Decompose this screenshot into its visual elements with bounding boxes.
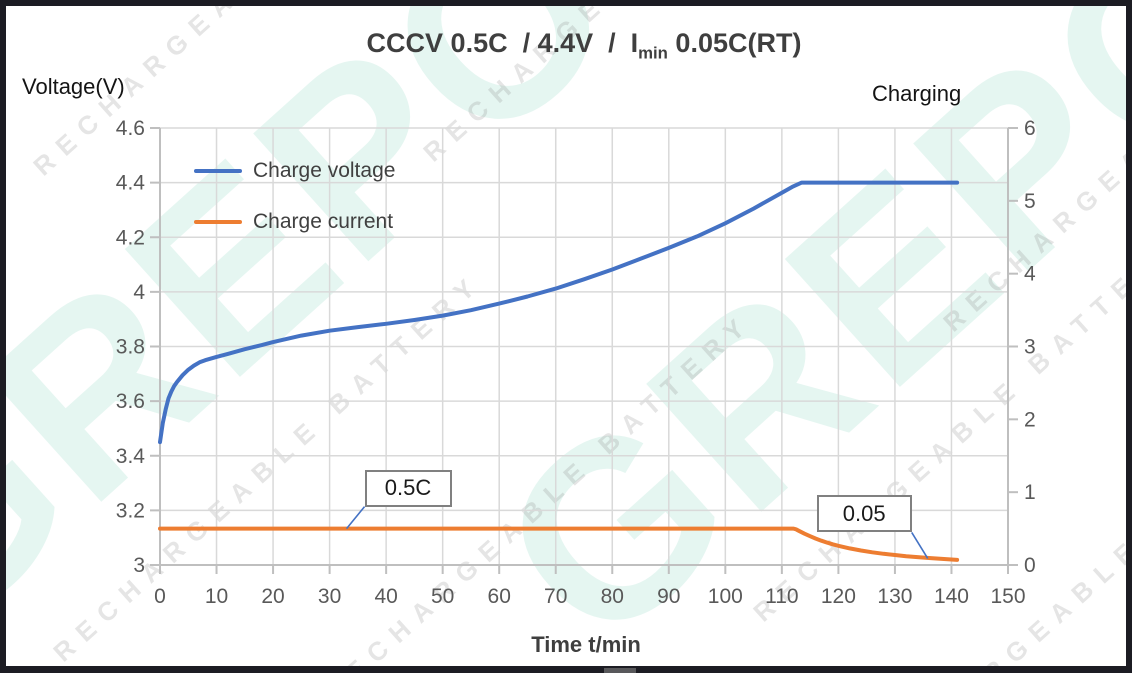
right-axis-tick-label: 3 bbox=[1024, 336, 1036, 359]
legend-label: Charge current bbox=[253, 210, 394, 233]
x-axis-tick-label: 100 bbox=[708, 585, 743, 608]
left-axis-tick-label: 3.4 bbox=[116, 445, 146, 468]
legend: Charge voltage Charge current bbox=[194, 157, 395, 259]
legend-item-charge-voltage: Charge voltage bbox=[194, 157, 395, 185]
right-axis-tick-label: 4 bbox=[1024, 263, 1036, 286]
legend-item-charge-current: Charge current bbox=[194, 208, 395, 236]
gridlines bbox=[159, 127, 1009, 566]
annotation-box-0.05: 0.05 bbox=[816, 495, 912, 533]
cropped-text-fragment bbox=[604, 668, 636, 673]
left-axis-tick-label: 4.2 bbox=[116, 226, 145, 249]
chart-title: CCCV 0.5C / 4.4V / Imin 0.05C(RT) bbox=[36, 28, 1132, 63]
x-axis-tick-label: 70 bbox=[544, 585, 567, 608]
chart-title-subscript: min bbox=[638, 43, 668, 63]
left-axis-tick-label: 3.2 bbox=[116, 499, 145, 522]
right-axis-tick-label: 5 bbox=[1024, 190, 1036, 213]
series-charge-current bbox=[158, 526, 960, 562]
annotation-leader-line bbox=[345, 506, 366, 530]
left-axis-title: Voltage(V) bbox=[22, 74, 125, 99]
right-axis-tick-label: 6 bbox=[1024, 117, 1036, 140]
x-axis-tick-label: 20 bbox=[261, 585, 284, 608]
x-axis-tick-label: 120 bbox=[821, 585, 856, 608]
charge-current-line-swatch bbox=[194, 220, 242, 224]
x-axis-tick-label: 30 bbox=[318, 585, 341, 608]
x-axis-tick-label: 90 bbox=[657, 585, 680, 608]
left-axis-tick-label: 4 bbox=[133, 281, 145, 304]
charge-voltage-line-swatch bbox=[194, 169, 242, 173]
right-axis-title: Charging bbox=[872, 81, 962, 106]
x-axis-tick-label: 80 bbox=[601, 585, 624, 608]
left-axis-tick-label: 4.4 bbox=[116, 172, 146, 195]
right-axis-tick-label: 0 bbox=[1024, 554, 1036, 577]
chart-title-suffix: 0.05C(RT) bbox=[667, 28, 802, 58]
x-axis-tick-label: 150 bbox=[990, 585, 1025, 608]
right-axis-tick-label: 1 bbox=[1024, 481, 1036, 504]
right-axis-tick-label: 2 bbox=[1024, 408, 1036, 431]
chart-title-text: CCCV 0.5C / 4.4V / I bbox=[366, 28, 639, 58]
left-axis-tick-label: 3 bbox=[133, 554, 145, 577]
x-axis-tick-label: 60 bbox=[488, 585, 511, 608]
series-charge-voltage bbox=[158, 180, 960, 445]
legend-label: Charge voltage bbox=[253, 159, 396, 182]
left-axis-tick-label: 3.6 bbox=[116, 390, 145, 413]
x-axis-tick-label: 50 bbox=[431, 585, 454, 608]
x-axis-tick-label: 40 bbox=[374, 585, 397, 608]
x-axis-tick-label: 140 bbox=[934, 585, 969, 608]
x-axis-tick-label: 130 bbox=[877, 585, 912, 608]
tick-marks bbox=[150, 127, 1018, 574]
x-axis-tick-label: 110 bbox=[765, 585, 798, 608]
chart-background: GREPOW GREPOW RECHARGEABLE BATTERY RECHA… bbox=[6, 6, 1126, 666]
annotation-box-0.5C: 0.5C bbox=[364, 469, 452, 507]
left-axis-tick-label: 3.8 bbox=[116, 336, 145, 359]
x-axis-tick-label: 0 bbox=[154, 585, 166, 608]
left-axis-tick-label: 4.6 bbox=[116, 117, 145, 140]
x-axis-title: Time t/min bbox=[531, 632, 641, 657]
x-axis-tick-label: 10 bbox=[205, 585, 228, 608]
annotation-leader-line bbox=[911, 532, 929, 559]
